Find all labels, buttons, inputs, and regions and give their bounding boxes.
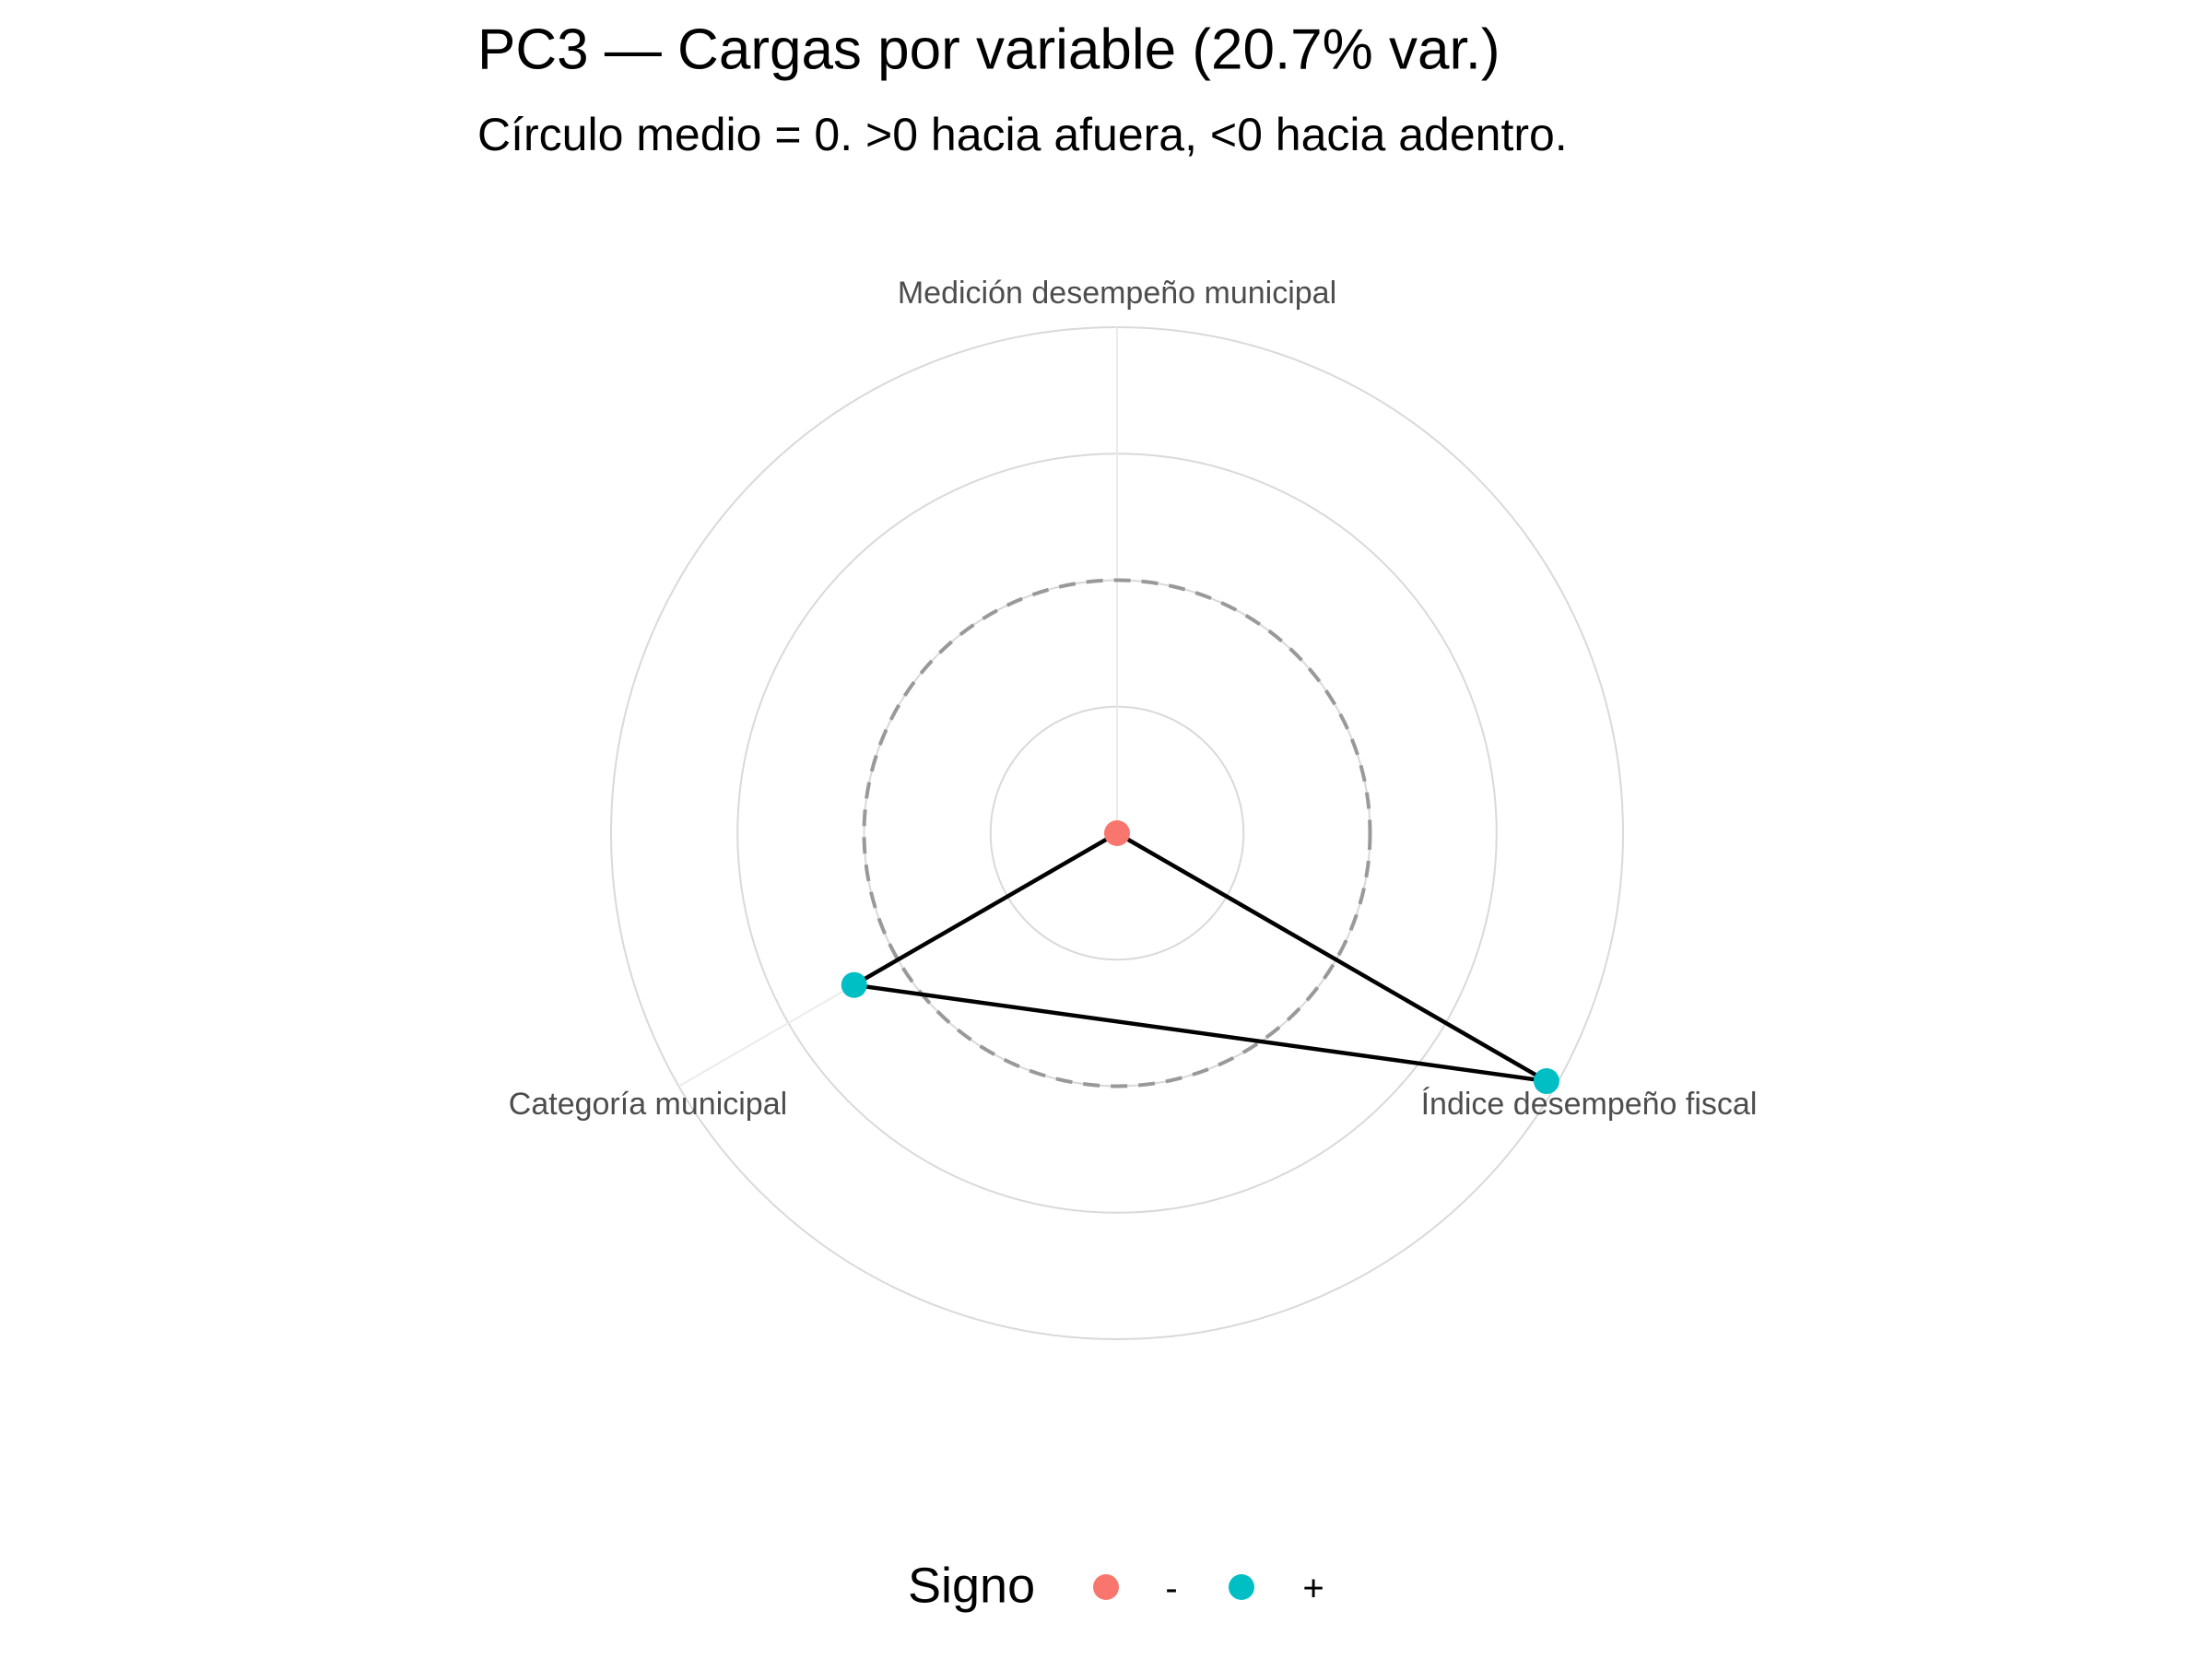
axis-label: Categoría municipal	[509, 1087, 787, 1122]
chart-title: PC3 — Cargas por variable (20.7% var.)	[477, 18, 1500, 81]
point	[1104, 820, 1130, 846]
point	[841, 971, 867, 998]
legend-key	[1093, 1574, 1119, 1600]
legend-label: +	[1302, 1569, 1324, 1609]
legend-title: Signo	[908, 1558, 1035, 1613]
loading-line	[847, 830, 1548, 1084]
point	[1533, 1068, 1559, 1095]
chart-subtitle: Círculo medio = 0. >0 hacia afuera, <0 h…	[477, 109, 1568, 160]
reference-circle	[862, 578, 1372, 1088]
axis-label: Índice desempeño fiscal	[1421, 1087, 1758, 1122]
axis-label: Medición desempeño municipal	[898, 276, 1336, 311]
legend-key	[1229, 1574, 1254, 1600]
legend-label: -	[1165, 1569, 1177, 1609]
